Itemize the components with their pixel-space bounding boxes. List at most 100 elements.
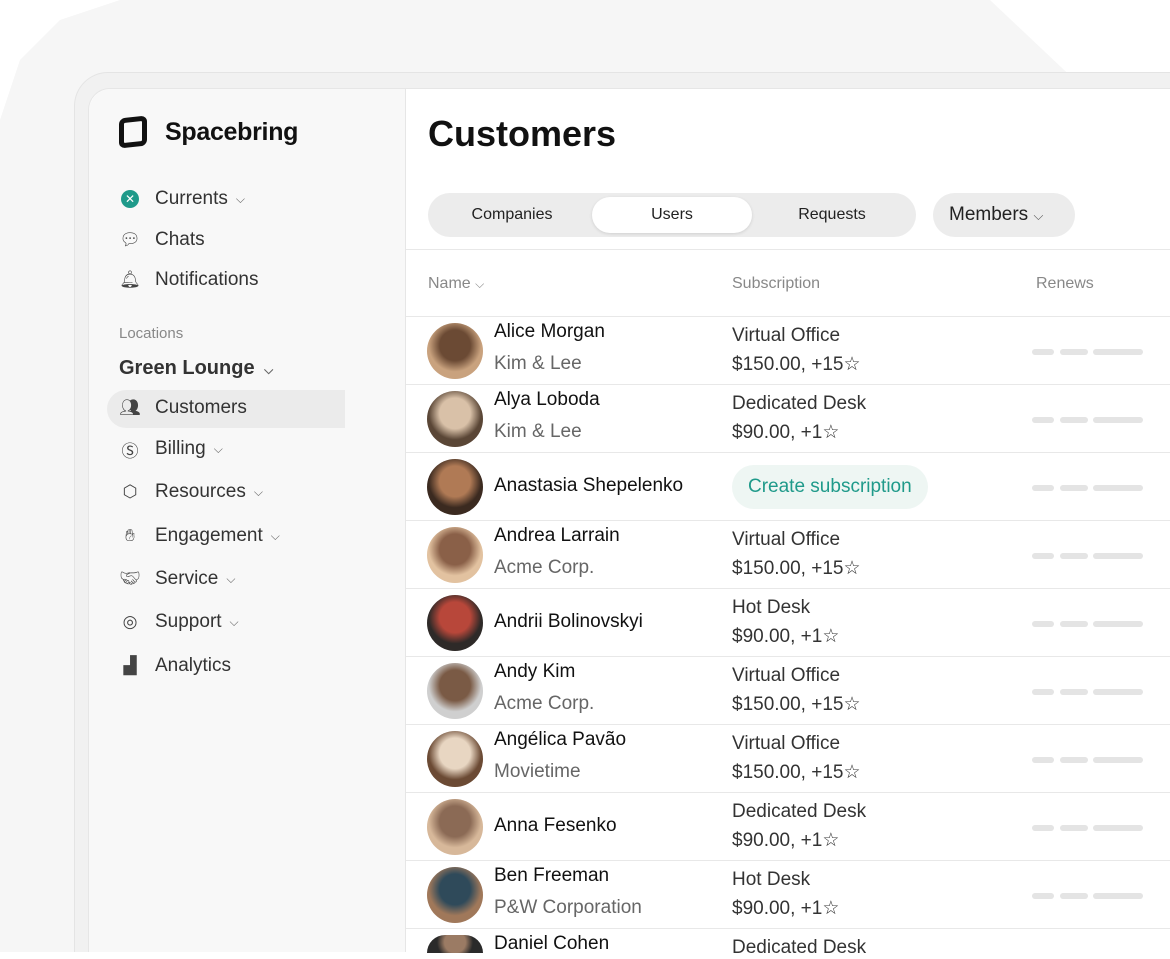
customer-company: Kim & Lee <box>494 353 582 374</box>
subscription-plan: Hot Desk <box>732 597 811 618</box>
avatar <box>427 391 483 447</box>
customer-name[interactable]: Alya Loboda <box>494 389 600 410</box>
sidebar-item-resources[interactable]: ⬡ Resources ⌵ <box>119 481 263 503</box>
subscription-plan: Dedicated Desk <box>732 937 867 958</box>
renews-placeholder <box>1032 485 1054 491</box>
subscription-plan: Dedicated Desk <box>732 801 867 822</box>
customer-name[interactable]: Anastasia Shepelenko <box>494 475 684 496</box>
avatar <box>427 527 483 583</box>
avatar <box>427 935 483 953</box>
subscription-price: $90.00, +1☆ <box>732 626 840 647</box>
sidebar-item-customers[interactable]: 👥︎ Customers <box>119 397 247 419</box>
sidebar-item-billing[interactable]: Ⓢ Billing ⌵ <box>119 438 223 461</box>
chevron-down-icon: ⌵ <box>226 571 236 586</box>
customer-name[interactable]: Anna Fesenko <box>494 815 617 836</box>
column-name-label: Name <box>428 275 471 292</box>
table-row[interactable]: Ben Freeman P&W Corporation Hot Desk $90.… <box>406 861 1170 929</box>
table-row[interactable]: Andy Kim Acme Corp. Virtual Office $150.0… <box>406 657 1170 725</box>
table-row[interactable]: Angélica Pavão Movietime Virtual Office $… <box>406 725 1170 793</box>
avatar <box>427 323 483 379</box>
tab-requests[interactable]: Requests <box>798 206 866 223</box>
column-name[interactable]: Name ⌵ <box>428 275 484 293</box>
avatar <box>427 459 483 515</box>
chevron-down-icon: ⌵ <box>213 441 223 456</box>
sidebar-item-support[interactable]: ◎ Support ⌵ <box>119 611 239 633</box>
renews-placeholder <box>1060 621 1088 627</box>
wave-hand-icon: ✋︎ <box>125 526 135 545</box>
sidebar-item-analytics[interactable]: ▟ Analytics <box>119 655 231 677</box>
customer-name[interactable]: Angélica Pavão <box>494 729 627 750</box>
subscription-price: $90.00, +1☆ <box>732 422 840 443</box>
renews-placeholder <box>1032 621 1054 627</box>
sidebar-item-engagement[interactable]: ✋︎ Engagement ⌵ <box>119 525 280 547</box>
table-header: Name ⌵ Subscription Renews <box>406 249 1170 317</box>
table-row[interactable]: Daniel Cohen Dedicated Desk <box>406 929 1170 958</box>
bell-icon: 🔔︎ <box>119 270 141 289</box>
logo[interactable]: Spacebring <box>119 115 299 149</box>
table-row[interactable]: Andrea Larrain Acme Corp. Virtual Office… <box>406 521 1170 589</box>
subscription-price: $150.00, +15☆ <box>732 762 861 783</box>
sidebar-item-label: Currents <box>155 188 228 209</box>
renews-placeholder <box>1060 485 1088 491</box>
column-renews: Renews <box>1036 275 1094 292</box>
table-row[interactable]: Alya Loboda Kim & Lee Dedicated Desk $90.… <box>406 385 1170 453</box>
renews-placeholder <box>1032 893 1054 899</box>
sidebar-item-service[interactable]: 🤝︎ Service ⌵ <box>119 568 235 590</box>
renews-placeholder <box>1032 553 1054 559</box>
customer-name[interactable]: Alice Morgan <box>494 321 605 342</box>
sidebar-item-notifications[interactable]: 🔔︎ Notifications <box>119 269 258 291</box>
renews-placeholder <box>1093 893 1143 899</box>
sidebar-item-label: Analytics <box>155 655 232 676</box>
customer-company: P&W Corporation <box>494 897 642 918</box>
table-row[interactable]: Anastasia Shepelenko Create subscription <box>406 453 1170 521</box>
avatar <box>427 731 483 787</box>
locations-label: Locations <box>119 325 184 342</box>
dollar-icon: Ⓢ <box>121 441 139 461</box>
tab-companies[interactable]: Companies <box>471 206 553 223</box>
customer-name[interactable]: Andrea Larrain <box>494 525 620 546</box>
sidebar-item-label: Engagement <box>155 525 263 546</box>
tab-users[interactable]: Users <box>592 197 752 233</box>
renews-placeholder <box>1093 553 1143 559</box>
subscription-price: $150.00, +15☆ <box>732 558 861 579</box>
renews-placeholder <box>1093 689 1143 695</box>
location-selector[interactable]: Green Lounge ⌵ <box>119 357 273 380</box>
renews-placeholder <box>1060 553 1088 559</box>
renews-placeholder <box>1093 825 1143 831</box>
logo-icon <box>119 115 147 149</box>
subscription-price: $150.00, +15☆ <box>732 694 861 715</box>
lifebuoy-icon: ◎ <box>122 612 138 631</box>
renews-placeholder <box>1093 621 1143 627</box>
renews-placeholder <box>1032 757 1054 763</box>
brand-name: Spacebring <box>165 117 299 146</box>
table-row[interactable]: Anna Fesenko Dedicated Desk $90.00, +1☆ <box>406 793 1170 861</box>
renews-placeholder <box>1093 349 1143 355</box>
customer-name[interactable]: Andrii Bolinovskyi <box>494 611 643 632</box>
sidebar-item-currents[interactable]: ✕ Currents ⌵ <box>119 188 245 210</box>
tab-group: Companies Users Requests <box>428 193 916 237</box>
avatar <box>427 663 483 719</box>
renews-placeholder <box>1032 417 1054 423</box>
sidebar-item-label: Billing <box>155 438 206 459</box>
customer-name[interactable]: Daniel Cohen <box>494 933 610 954</box>
create-subscription-button[interactable]: Create subscription <box>732 465 928 509</box>
sidebar-item-chats[interactable]: 💬︎ Chats <box>119 229 204 251</box>
chevron-down-icon: ⌵ <box>229 614 239 629</box>
subscription-plan: Virtual Office <box>732 665 841 686</box>
renews-placeholder <box>1060 757 1088 763</box>
page-title: Customers <box>428 113 617 154</box>
sidebar: Spacebring ✕ Currents ⌵ 💬︎ Chats 🔔︎ Notificati… <box>89 89 406 952</box>
chat-icon: 💬︎ <box>119 230 141 249</box>
box-icon: ⬡ <box>122 482 138 501</box>
table-row[interactable]: Andrii Bolinovskyi Hot Desk $90.00, +1☆ <box>406 589 1170 657</box>
customer-name[interactable]: Ben Freeman <box>494 865 610 886</box>
renews-placeholder <box>1093 417 1143 423</box>
subscription-plan: Virtual Office <box>732 733 841 754</box>
members-filter-dropdown[interactable]: Members ⌵ <box>933 193 1075 237</box>
table-row[interactable]: Alice Morgan Kim & Lee Virtual Office $15… <box>406 317 1170 385</box>
renews-placeholder <box>1060 689 1088 695</box>
renews-placeholder <box>1093 485 1143 491</box>
users-icon: 👥︎ <box>119 398 141 417</box>
customer-name[interactable]: Andy Kim <box>494 661 576 682</box>
renews-placeholder <box>1060 825 1088 831</box>
